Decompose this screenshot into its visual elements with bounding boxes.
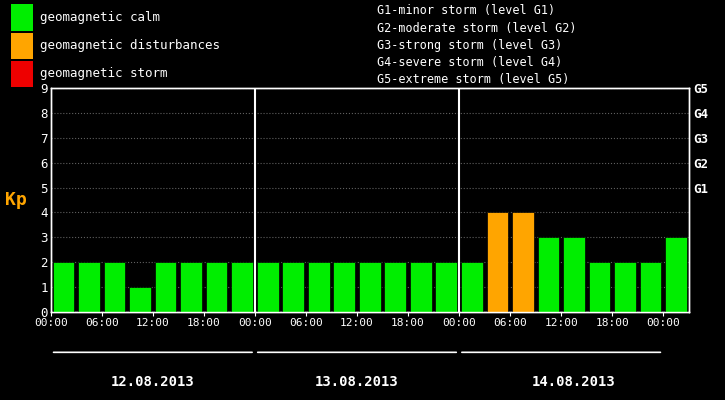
Text: 12.08.2013: 12.08.2013 <box>111 375 195 389</box>
Bar <box>359 262 381 312</box>
Text: geomagnetic storm: geomagnetic storm <box>40 68 167 80</box>
Text: Kp: Kp <box>5 191 27 209</box>
Bar <box>104 262 125 312</box>
Bar <box>563 237 585 312</box>
Bar <box>282 262 304 312</box>
Text: 13.08.2013: 13.08.2013 <box>315 375 399 389</box>
Bar <box>11 32 33 59</box>
Bar <box>486 212 508 312</box>
Text: G4-severe storm (level G4): G4-severe storm (level G4) <box>377 56 563 69</box>
Bar <box>665 237 687 312</box>
Text: G1-minor storm (level G1): G1-minor storm (level G1) <box>377 4 555 17</box>
Bar <box>257 262 278 312</box>
Text: G5-extreme storm (level G5): G5-extreme storm (level G5) <box>377 73 569 86</box>
Bar <box>589 262 610 312</box>
Text: geomagnetic calm: geomagnetic calm <box>40 11 160 24</box>
Bar <box>384 262 406 312</box>
Bar <box>231 262 253 312</box>
Bar <box>537 237 559 312</box>
Bar <box>154 262 176 312</box>
Bar <box>461 262 483 312</box>
Bar <box>53 262 75 312</box>
Bar <box>206 262 228 312</box>
Bar <box>129 287 151 312</box>
Bar <box>512 212 534 312</box>
Text: geomagnetic disturbances: geomagnetic disturbances <box>40 39 220 52</box>
Bar <box>11 61 33 87</box>
Bar <box>410 262 431 312</box>
Bar <box>308 262 330 312</box>
Text: G2-moderate storm (level G2): G2-moderate storm (level G2) <box>377 22 576 34</box>
Bar <box>78 262 100 312</box>
Bar <box>614 262 636 312</box>
Bar <box>334 262 355 312</box>
Text: G3-strong storm (level G3): G3-strong storm (level G3) <box>377 39 563 52</box>
Bar <box>436 262 457 312</box>
Bar <box>181 262 202 312</box>
Bar <box>639 262 661 312</box>
Text: 14.08.2013: 14.08.2013 <box>532 375 616 389</box>
Bar <box>11 4 33 31</box>
